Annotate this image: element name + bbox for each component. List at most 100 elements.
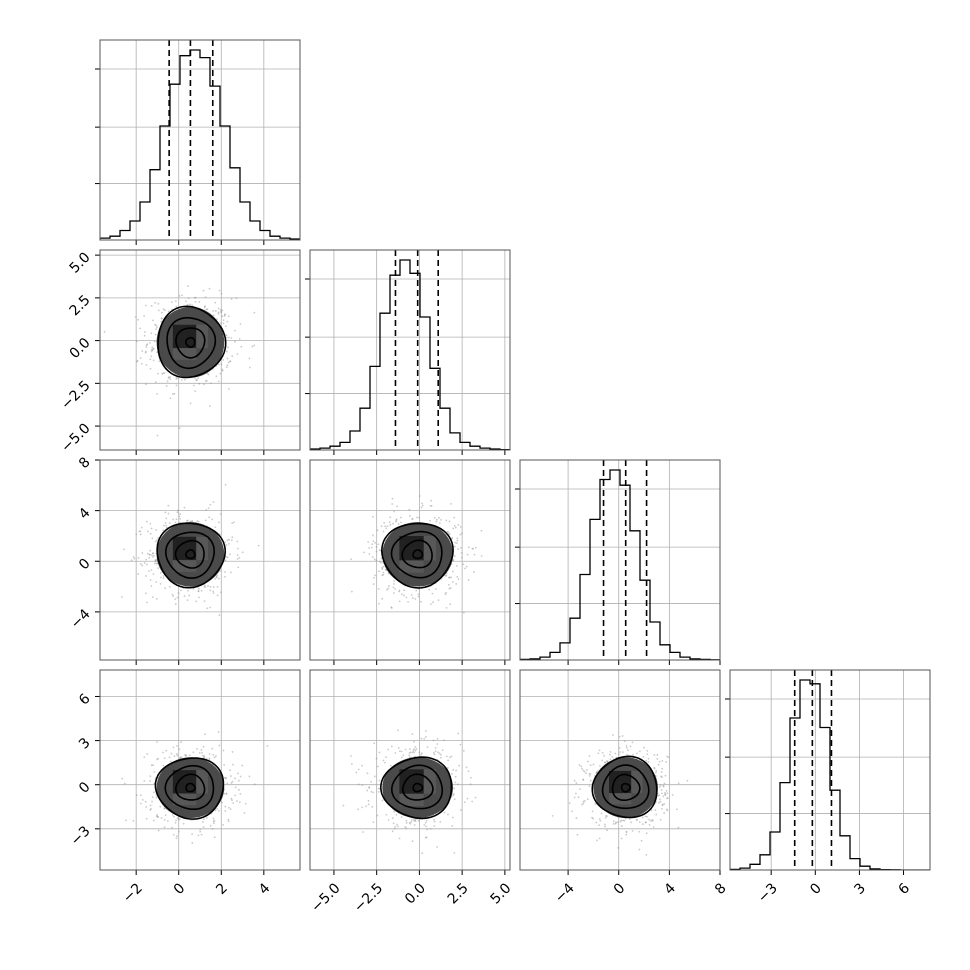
sample-point xyxy=(157,302,160,305)
density-cell xyxy=(399,560,412,573)
sample-point xyxy=(439,753,442,756)
sample-point xyxy=(462,749,465,752)
sample-point xyxy=(143,314,146,317)
sample-point xyxy=(378,751,381,754)
sample-point xyxy=(473,553,476,556)
sample-point xyxy=(450,502,453,505)
sample-point xyxy=(455,564,458,567)
density-cell xyxy=(399,781,412,794)
sample-point xyxy=(645,832,648,835)
sample-point xyxy=(420,506,423,509)
sample-point xyxy=(155,328,157,331)
sample-point xyxy=(448,520,451,523)
sample-point xyxy=(178,515,181,518)
sample-point xyxy=(666,809,669,812)
sample-point xyxy=(632,753,634,756)
density-cell xyxy=(196,770,208,782)
sample-point xyxy=(382,530,385,533)
sample-point xyxy=(472,547,475,550)
sample-point xyxy=(212,817,215,820)
sample-point xyxy=(232,763,234,766)
sample-point xyxy=(178,830,180,833)
sample-point xyxy=(651,819,654,821)
sample-point xyxy=(158,360,161,363)
sample-point xyxy=(266,745,269,747)
sample-point xyxy=(163,819,166,821)
y-tick-label: −4 xyxy=(68,606,94,632)
sample-point xyxy=(648,823,651,826)
x-tick-label: 3 xyxy=(851,880,869,898)
sample-point xyxy=(212,753,215,756)
sample-point xyxy=(379,561,382,564)
sample-point xyxy=(467,579,470,581)
sample-point xyxy=(461,556,463,559)
sample-point xyxy=(150,350,153,353)
contour-line-3 xyxy=(412,549,424,560)
sample-point xyxy=(172,595,175,597)
sample-point xyxy=(462,611,465,614)
sample-point xyxy=(655,769,658,772)
sample-point xyxy=(156,741,159,743)
sample-point xyxy=(248,775,251,778)
density-cell xyxy=(423,535,437,549)
sample-point xyxy=(196,520,199,522)
sample-point xyxy=(200,589,203,592)
sample-point xyxy=(390,606,393,609)
sample-point xyxy=(145,806,148,808)
sample-point xyxy=(103,330,106,333)
sample-point xyxy=(217,312,220,315)
sample-point xyxy=(208,758,211,761)
sample-point xyxy=(238,801,241,804)
sample-point xyxy=(154,559,157,562)
sample-point xyxy=(405,821,408,824)
sample-point xyxy=(145,383,148,386)
sample-point xyxy=(176,744,178,747)
sample-point xyxy=(413,819,416,822)
sample-point xyxy=(568,802,571,805)
sample-point xyxy=(597,752,600,755)
sample-point xyxy=(456,783,459,786)
panel-frame xyxy=(99,459,301,661)
sample-point xyxy=(396,505,398,508)
sample-point xyxy=(655,813,658,816)
sample-point xyxy=(598,824,601,827)
y-tick-label: 3 xyxy=(76,735,94,753)
sample-point xyxy=(186,285,189,287)
sample-point xyxy=(395,519,398,522)
sample-point xyxy=(153,791,155,794)
contour-line-0 xyxy=(156,522,227,589)
contour-line-2 xyxy=(174,773,206,801)
sample-point xyxy=(381,566,383,569)
sample-point xyxy=(382,573,385,576)
sample-point xyxy=(381,568,384,570)
scatter-panel-2-1 xyxy=(309,459,511,665)
sample-point xyxy=(238,337,241,340)
sample-point xyxy=(183,595,186,597)
sample-point xyxy=(595,771,598,774)
sample-point xyxy=(627,749,629,752)
density-cell xyxy=(423,548,437,561)
sample-point xyxy=(663,782,666,785)
sample-point xyxy=(226,364,229,367)
sample-point xyxy=(221,309,224,312)
sample-point xyxy=(209,589,212,592)
sample-point xyxy=(421,504,424,507)
sample-point xyxy=(226,556,229,559)
sample-point xyxy=(443,811,446,814)
sample-point xyxy=(228,553,231,556)
sample-point xyxy=(151,555,154,558)
sample-point xyxy=(451,816,454,819)
density-cell xyxy=(411,560,424,573)
sample-point xyxy=(367,803,370,806)
density-cell xyxy=(172,770,185,782)
density-cell xyxy=(196,781,208,794)
sample-point xyxy=(609,753,611,756)
sample-point xyxy=(240,345,243,348)
sample-point xyxy=(362,551,365,554)
sample-point xyxy=(203,584,206,587)
sample-point xyxy=(638,821,641,823)
sample-point xyxy=(230,782,233,784)
sample-point xyxy=(143,779,146,782)
sample-point xyxy=(224,483,227,486)
sample-point xyxy=(433,516,436,519)
